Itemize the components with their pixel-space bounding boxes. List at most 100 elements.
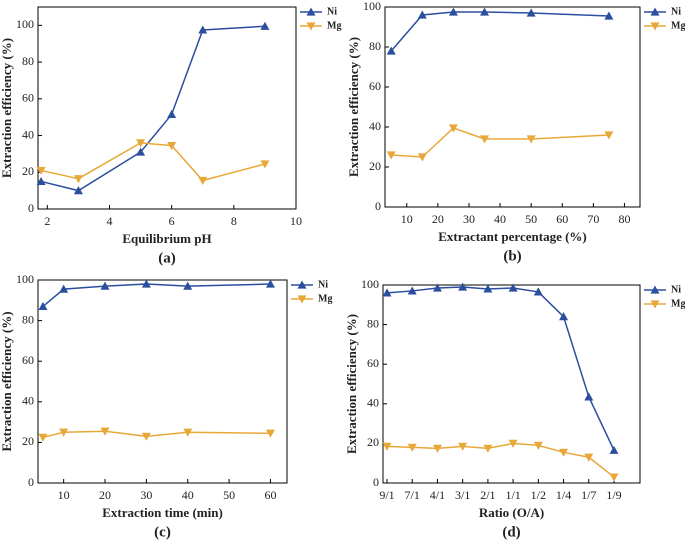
- x-tick-label: 4: [106, 214, 112, 228]
- x-tick-label: 6: [169, 214, 175, 228]
- y-tick-label: 0: [28, 475, 34, 489]
- data-point: [73, 186, 83, 195]
- data-point: [100, 281, 110, 290]
- x-tick-label: 4/1: [430, 488, 445, 502]
- x-tick-label: 10: [401, 212, 413, 226]
- x-tick-label: 30: [140, 488, 152, 502]
- data-point: [448, 7, 458, 16]
- data-point: [609, 445, 619, 454]
- caption: (b): [503, 248, 521, 264]
- y-tick-label: 100: [363, 0, 381, 13]
- data-point: [526, 135, 536, 144]
- data-point: [36, 176, 46, 186]
- x-tick-label: 40: [494, 212, 506, 226]
- y-tick-label: 0: [28, 201, 34, 215]
- x-tick-label: 8: [231, 214, 237, 228]
- x-tick-label: 2/1: [480, 488, 495, 502]
- data-point: [483, 444, 493, 453]
- x-tick-label: 10: [58, 488, 70, 502]
- legend-label: Mg: [671, 298, 685, 309]
- series-line: [40, 25, 265, 192]
- data-point: [508, 439, 518, 448]
- y-tick-label: 40: [22, 394, 34, 408]
- x-tick-label: 20: [432, 212, 444, 226]
- y-tick-label: 40: [22, 127, 34, 141]
- data-point: [407, 443, 417, 452]
- y-axis-label: Extraction efficiency (%): [346, 37, 361, 177]
- x-tick-label: 40: [182, 488, 194, 502]
- data-point: [526, 8, 536, 17]
- plot-frame: [382, 284, 641, 484]
- data-point: [604, 11, 614, 20]
- y-axis-label: Extraction efficiency (%): [0, 38, 14, 178]
- x-tick-label: 2: [44, 214, 50, 228]
- plot-frame: [384, 6, 641, 208]
- y-axis-label: Extraction efficiency (%): [344, 314, 359, 454]
- y-tick-label: 100: [16, 17, 34, 31]
- data-point: [297, 280, 307, 289]
- data-point: [386, 46, 396, 55]
- y-tick-label: 20: [369, 159, 381, 173]
- x-tick-label: 3/1: [455, 488, 470, 502]
- data-point: [136, 147, 146, 156]
- data-point: [650, 7, 660, 16]
- data-point: [136, 139, 146, 148]
- data-point: [100, 427, 110, 436]
- y-tick-label: 20: [367, 435, 379, 449]
- data-point: [59, 284, 69, 293]
- y-tick-label: 80: [369, 39, 381, 53]
- series-line: [40, 142, 266, 182]
- data-point: [417, 153, 427, 162]
- y-tick-label: 40: [369, 119, 381, 133]
- x-tick-label: 20: [99, 488, 111, 502]
- x-tick-label: 30: [463, 212, 475, 226]
- data-point: [604, 131, 614, 140]
- data-point: [382, 288, 392, 297]
- data-point: [183, 281, 193, 290]
- caption: (c): [154, 524, 171, 540]
- data-point: [167, 109, 177, 119]
- data-point: [407, 286, 417, 295]
- y-tick-label: 100: [16, 272, 34, 286]
- y-tick-label: 80: [367, 316, 379, 330]
- x-tick-label: 1/1: [505, 488, 520, 502]
- x-tick-label: 70: [587, 212, 599, 226]
- y-tick-label: 60: [367, 356, 379, 370]
- data-point: [508, 283, 518, 292]
- series-line: [391, 127, 609, 158]
- x-tick-label: 50: [223, 488, 235, 502]
- x-tick-label: 10: [290, 214, 302, 228]
- data-point: [533, 441, 543, 450]
- legend-label: Mg: [671, 20, 685, 31]
- legend-label: Ni: [671, 284, 681, 295]
- data-point: [650, 285, 660, 294]
- data-point: [650, 300, 660, 309]
- y-tick-label: 80: [22, 312, 34, 326]
- series-line: [390, 11, 609, 52]
- x-tick-label: 1/4: [556, 488, 571, 502]
- data-point: [297, 295, 307, 304]
- data-point: [432, 283, 442, 292]
- data-point: [584, 453, 594, 462]
- series-line: [42, 430, 271, 439]
- x-tick-label: 60: [556, 212, 568, 226]
- data-point: [198, 176, 208, 186]
- data-point: [480, 135, 490, 144]
- x-tick-label: 60: [264, 488, 276, 502]
- data-point: [432, 444, 442, 453]
- y-tick-label: 60: [369, 79, 381, 93]
- data-point: [650, 22, 660, 31]
- plot-frame: [37, 6, 297, 210]
- y-tick-label: 20: [22, 434, 34, 448]
- legend-label: Ni: [327, 6, 337, 17]
- data-point: [533, 287, 543, 296]
- data-point: [382, 442, 392, 451]
- data-point: [483, 284, 493, 293]
- data-point: [609, 473, 619, 482]
- data-point: [265, 279, 275, 288]
- data-point: [183, 428, 193, 437]
- legend-label: Mg: [318, 293, 332, 304]
- data-point: [458, 442, 468, 451]
- data-point: [448, 124, 458, 133]
